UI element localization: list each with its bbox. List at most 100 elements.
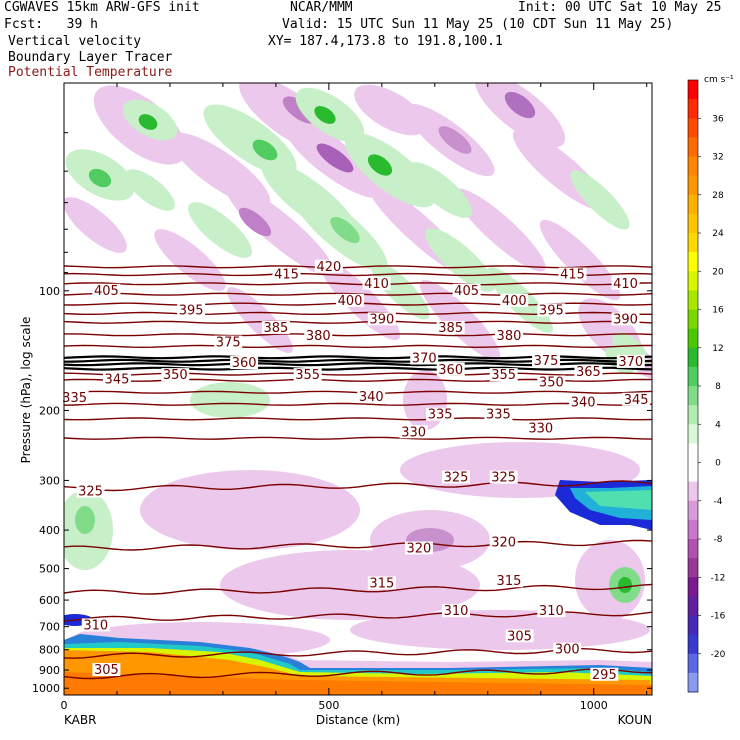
theta-contour-335	[64, 417, 652, 421]
theta-label: 375	[534, 354, 559, 369]
theta-label: 365	[576, 365, 601, 380]
theta-contour-330	[64, 436, 652, 440]
theta-contour-360	[64, 366, 652, 371]
theta-label: 345	[624, 393, 649, 408]
colorbar-swatch	[688, 156, 698, 177]
theta-label: 340	[571, 395, 596, 410]
x-axis-end-station: KOUN	[618, 713, 652, 727]
theta-label: 415	[560, 268, 585, 283]
colorbar-label: 0	[715, 459, 721, 469]
colorbar-swatch	[688, 405, 698, 425]
colorbar-swatch	[688, 99, 698, 119]
theta-label: 335	[486, 408, 511, 423]
theta-label: 345	[105, 372, 130, 387]
colorbar-swatch	[688, 309, 698, 330]
field-vertical-velocity: Vertical velocity	[8, 34, 142, 49]
colorbar-swatch	[688, 558, 698, 578]
y-tick-label: 500	[39, 563, 60, 576]
colorbar-label: -16	[711, 612, 726, 622]
theta-label: 340	[359, 390, 384, 405]
theta-label: 355	[491, 368, 516, 383]
field-boundary-layer-tracer: Boundary Layer Tracer	[8, 50, 173, 65]
colorbar-swatch	[688, 271, 698, 291]
plot-frame	[63, 82, 653, 696]
colorbar-swatch	[688, 634, 698, 655]
theta-label: 330	[528, 421, 553, 436]
colorbar-label: -12	[711, 573, 726, 583]
theta-label: 325	[491, 471, 516, 486]
theta-label: 420	[316, 260, 341, 275]
theta-label: 350	[539, 375, 564, 390]
theta-label: 325	[444, 471, 469, 486]
theta-label: 395	[539, 303, 564, 318]
colorbar-swatch	[688, 137, 698, 157]
theta-label: 350	[163, 368, 188, 383]
colorbar-swatch	[688, 424, 698, 444]
y-tick-label: 200	[39, 404, 60, 417]
colorbar-swatch	[688, 386, 698, 406]
theta-label: 320	[407, 541, 432, 556]
x-axis: 0 500 1000	[61, 83, 648, 712]
y-tick-label: 800	[39, 644, 60, 657]
theta-label: 405	[94, 284, 119, 299]
potential-temperature-labels: 420 415 415 410 410 405 405 400 400 395 395 390 390 3…	[60, 259, 651, 683]
theta-label: 370	[618, 355, 643, 370]
y-tick-label: 100	[39, 285, 60, 298]
x-tick-label: 0	[61, 699, 68, 712]
theta-label: 310	[539, 604, 564, 619]
x-tick-label: 1000	[580, 699, 608, 712]
colorbar-units: cm s⁻¹	[704, 75, 734, 85]
y-tick-label: 900	[39, 664, 60, 677]
colorbar-swatch	[688, 519, 698, 540]
boundary-layer-tracer-shading	[64, 480, 652, 695]
theta-label: 375	[216, 336, 241, 351]
theta-label: 310	[444, 604, 469, 619]
theta-contour-385	[64, 333, 652, 337]
theta-label: 370	[412, 351, 437, 366]
colorbar-swatch	[688, 672, 698, 693]
theta-label: 360	[438, 363, 463, 378]
theta-contour-420	[64, 265, 652, 269]
colorbar-label: 16	[712, 306, 724, 316]
theta-label: 320	[491, 536, 516, 551]
theta-label: 415	[274, 268, 299, 283]
y-tick-label: 1000	[32, 682, 60, 695]
colorbar-swatch	[688, 290, 698, 310]
colorbar-label: 20	[712, 267, 724, 277]
colorbar-swatch	[688, 328, 698, 349]
theta-label: 300	[555, 643, 580, 658]
colorbar-label: 8	[715, 382, 721, 392]
theta-label: 380	[306, 329, 331, 344]
init-time: Init: 00 UTC Sat 10 May 25	[518, 0, 722, 15]
colorbar-label: -4	[714, 497, 723, 507]
mid-level-shading	[64, 370, 650, 658]
valid-time: Valid: 15 UTC Sun 11 May 25 (10 CDT Sun …	[282, 17, 674, 32]
colorbar-label: -20	[711, 650, 726, 660]
theta-contour-295	[64, 668, 652, 680]
colorbar-label: 4	[715, 420, 721, 430]
theta-label: 315	[497, 574, 522, 589]
colorbar-swatch	[688, 615, 698, 636]
x-tick-label: 500	[318, 699, 339, 712]
colorbar-swatch	[688, 577, 698, 597]
colorbar-swatch	[688, 175, 698, 196]
y-axis: 100 200 300 400 500 600 700 800 900 1000	[32, 82, 652, 695]
theta-label: 310	[83, 618, 108, 633]
colorbar-swatch	[688, 500, 698, 521]
y-tick-label: 600	[39, 594, 60, 607]
theta-label: 405	[454, 284, 479, 299]
theta-label: 335	[62, 391, 87, 406]
theta-contour-415	[64, 272, 652, 277]
theta-label: 355	[295, 368, 320, 383]
theta-label: 410	[364, 277, 389, 292]
colorbar-swatch	[688, 213, 698, 234]
colorbar-swatch	[688, 233, 698, 253]
colorbar-swatch	[688, 462, 698, 483]
theta-label: 385	[263, 321, 288, 336]
forecast-hour: Fcst: 39 h	[4, 17, 98, 32]
theta-label: 305	[94, 663, 119, 678]
theta-contour-315	[64, 583, 652, 595]
theta-label: 410	[613, 277, 638, 292]
theta-label: 295	[592, 668, 617, 683]
